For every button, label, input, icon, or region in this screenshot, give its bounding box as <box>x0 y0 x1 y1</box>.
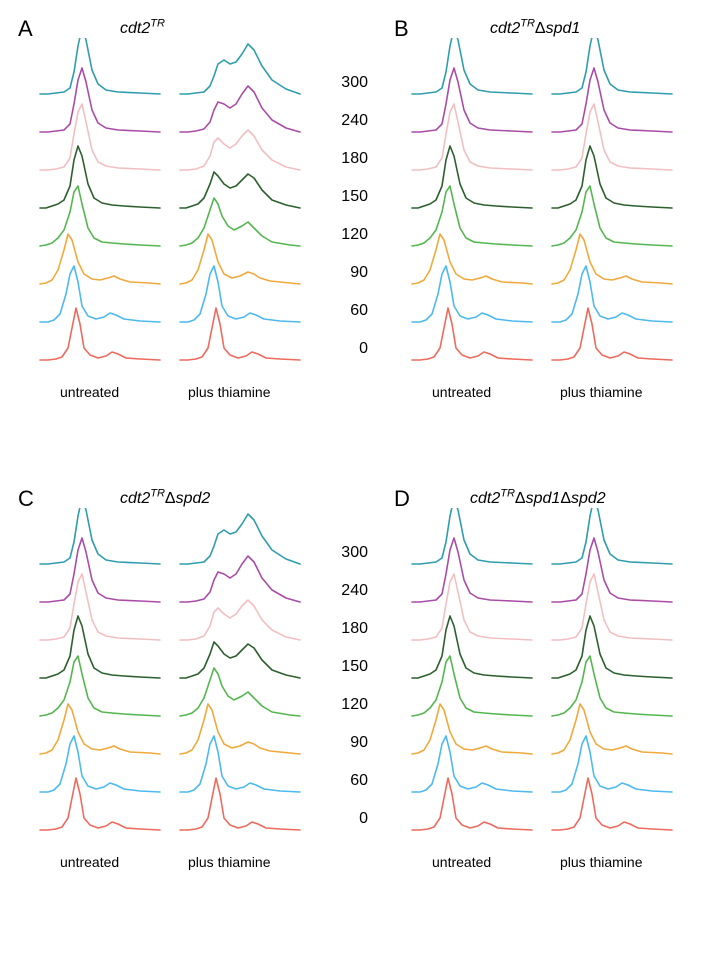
trace-t180 <box>412 104 532 170</box>
trace-t120 <box>412 656 532 716</box>
trace-t180 <box>40 574 160 640</box>
panel-c-col-untreated <box>36 508 166 848</box>
panel-b-cond-thiamine: plus thiamine <box>560 384 643 400</box>
time-label-0: 0 <box>328 810 368 828</box>
time-label-300: 300 <box>328 544 368 562</box>
panel-d-cond-thiamine: plus thiamine <box>560 854 643 870</box>
panel-c-col-thiamine <box>176 508 306 848</box>
trace-t240 <box>552 538 672 602</box>
time-label-240: 240 <box>328 112 368 130</box>
panel-title-a-text: cdt2TR <box>120 20 165 37</box>
trace-t60 <box>412 736 532 792</box>
trace-t300 <box>40 38 160 94</box>
trace-t150 <box>180 642 300 678</box>
trace-t300 <box>412 38 532 94</box>
panel-title-d-text: cdt2TRΔspd1Δspd2 <box>470 490 606 507</box>
trace-t180 <box>552 104 672 170</box>
trace-t60 <box>40 266 160 322</box>
trace-t120 <box>552 186 672 246</box>
time-label-90: 90 <box>328 264 368 282</box>
time-label-150: 150 <box>328 188 368 206</box>
trace-t300 <box>412 508 532 564</box>
panel-c-cond-untreated: untreated <box>60 854 119 870</box>
panel-d-cond-untreated: untreated <box>432 854 491 870</box>
trace-t150 <box>412 616 532 678</box>
trace-t240 <box>552 68 672 132</box>
panel-a-col-thiamine <box>176 38 306 378</box>
trace-t60 <box>40 736 160 792</box>
trace-t150 <box>40 146 160 208</box>
time-label-180: 180 <box>328 150 368 168</box>
panel-letter-a: A <box>18 16 33 42</box>
time-label-0: 0 <box>328 340 368 358</box>
trace-t60 <box>552 736 672 792</box>
trace-t240 <box>412 68 532 132</box>
figure-root: A cdt2TR untreated plus thiamine 300 240 1… <box>0 0 706 960</box>
panel-title-b-text: cdt2TRΔspd1 <box>490 20 580 37</box>
trace-t150 <box>412 146 532 208</box>
panel-b-col-thiamine <box>548 38 678 378</box>
panel-b-col-untreated <box>408 38 538 378</box>
time-label-120: 120 <box>328 696 368 714</box>
trace-t300 <box>552 38 672 94</box>
time-label-300: 300 <box>328 74 368 92</box>
trace-t120 <box>40 656 160 716</box>
trace-t90 <box>180 234 300 284</box>
trace-t180 <box>40 104 160 170</box>
time-label-240: 240 <box>328 582 368 600</box>
trace-t180 <box>412 574 532 640</box>
trace-t60 <box>180 266 300 322</box>
panel-letter-c: C <box>18 486 34 512</box>
trace-t120 <box>180 668 300 716</box>
time-label-180: 180 <box>328 620 368 638</box>
trace-t150 <box>40 616 160 678</box>
trace-t60 <box>180 736 300 792</box>
panel-title-c: cdt2TRΔspd2 <box>120 488 210 508</box>
trace-t120 <box>552 656 672 716</box>
panel-d-col-untreated <box>408 508 538 848</box>
trace-t150 <box>180 172 300 208</box>
trace-t120 <box>40 186 160 246</box>
panel-letter-b: B <box>394 16 409 42</box>
panel-title-b: cdt2TRΔspd1 <box>490 18 580 38</box>
time-label-120: 120 <box>328 226 368 244</box>
trace-t60 <box>412 266 532 322</box>
trace-t300 <box>180 44 300 94</box>
panel-title-a: cdt2TR <box>120 18 165 38</box>
panel-title-c-text: cdt2TRΔspd2 <box>120 490 210 507</box>
trace-t120 <box>180 198 300 246</box>
trace-t180 <box>552 574 672 640</box>
trace-t60 <box>552 266 672 322</box>
trace-t180 <box>180 600 300 640</box>
panel-d-col-thiamine <box>548 508 678 848</box>
trace-t120 <box>412 186 532 246</box>
panel-a-cond-untreated: untreated <box>60 384 119 400</box>
trace-t300 <box>180 514 300 564</box>
time-label-60: 60 <box>328 302 368 320</box>
trace-t150 <box>552 146 672 208</box>
trace-t150 <box>552 616 672 678</box>
time-label-60: 60 <box>328 772 368 790</box>
trace-t90 <box>180 704 300 754</box>
panel-b-cond-untreated: untreated <box>432 384 491 400</box>
panel-a-cond-thiamine: plus thiamine <box>188 384 271 400</box>
time-label-150: 150 <box>328 658 368 676</box>
trace-t240 <box>40 68 160 132</box>
trace-t300 <box>40 508 160 564</box>
trace-t300 <box>552 508 672 564</box>
trace-t240 <box>412 538 532 602</box>
time-label-90: 90 <box>328 734 368 752</box>
panel-a-col-untreated <box>36 38 166 378</box>
trace-t180 <box>180 130 300 170</box>
panel-c-cond-thiamine: plus thiamine <box>188 854 271 870</box>
panel-title-d: cdt2TRΔspd1Δspd2 <box>470 488 606 508</box>
trace-t240 <box>40 538 160 602</box>
